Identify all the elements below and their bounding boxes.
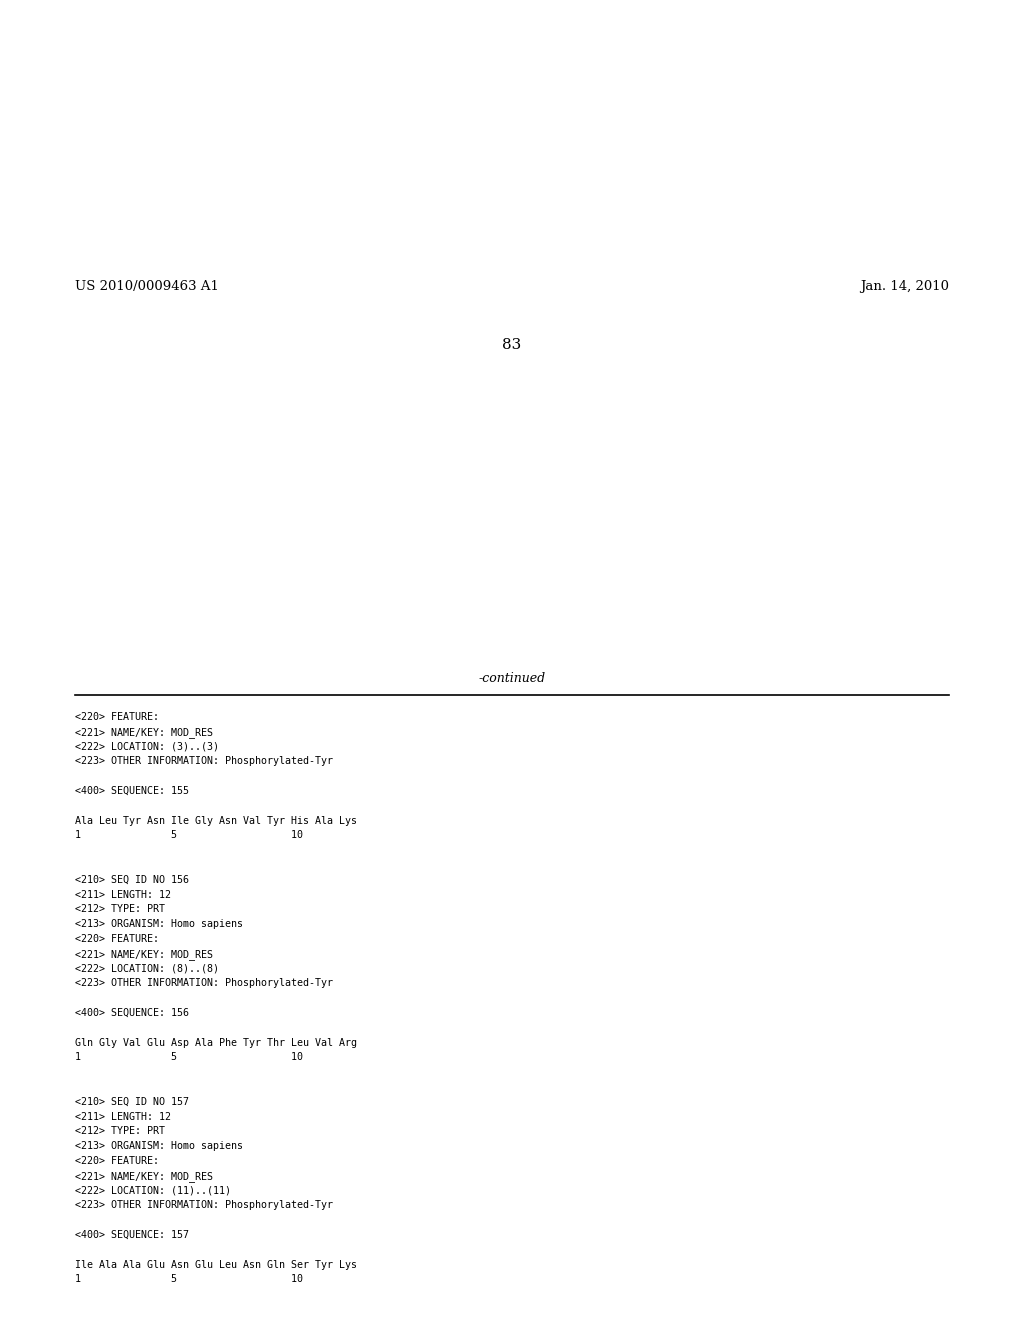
Text: -continued: -continued bbox=[478, 672, 546, 685]
Text: <212> TYPE: PRT: <212> TYPE: PRT bbox=[75, 1126, 165, 1137]
Text: US 2010/0009463 A1: US 2010/0009463 A1 bbox=[75, 280, 219, 293]
Text: Gln Gly Val Glu Asp Ala Phe Tyr Thr Leu Val Arg: Gln Gly Val Glu Asp Ala Phe Tyr Thr Leu … bbox=[75, 1038, 357, 1048]
Text: <223> OTHER INFORMATION: Phosphorylated-Tyr: <223> OTHER INFORMATION: Phosphorylated-… bbox=[75, 1200, 333, 1210]
Text: <210> SEQ ID NO 157: <210> SEQ ID NO 157 bbox=[75, 1097, 189, 1106]
Text: <213> ORGANISM: Homo sapiens: <213> ORGANISM: Homo sapiens bbox=[75, 919, 243, 929]
Text: <222> LOCATION: (3)..(3): <222> LOCATION: (3)..(3) bbox=[75, 742, 219, 751]
Text: 1               5                   10: 1 5 10 bbox=[75, 1274, 303, 1284]
Text: <222> LOCATION: (11)..(11): <222> LOCATION: (11)..(11) bbox=[75, 1185, 231, 1196]
Text: <211> LENGTH: 12: <211> LENGTH: 12 bbox=[75, 1111, 171, 1122]
Text: 1               5                   10: 1 5 10 bbox=[75, 830, 303, 841]
Text: <210> SEQ ID NO 156: <210> SEQ ID NO 156 bbox=[75, 875, 189, 884]
Text: <221> NAME/KEY: MOD_RES: <221> NAME/KEY: MOD_RES bbox=[75, 1171, 213, 1181]
Text: Jan. 14, 2010: Jan. 14, 2010 bbox=[860, 280, 949, 293]
Text: <400> SEQUENCE: 155: <400> SEQUENCE: 155 bbox=[75, 785, 189, 796]
Text: <212> TYPE: PRT: <212> TYPE: PRT bbox=[75, 904, 165, 915]
Text: <223> OTHER INFORMATION: Phosphorylated-Tyr: <223> OTHER INFORMATION: Phosphorylated-… bbox=[75, 978, 333, 989]
Text: <400> SEQUENCE: 156: <400> SEQUENCE: 156 bbox=[75, 1008, 189, 1018]
Text: 1               5                   10: 1 5 10 bbox=[75, 1052, 303, 1063]
Text: <400> SEQUENCE: 157: <400> SEQUENCE: 157 bbox=[75, 1230, 189, 1239]
Text: <220> FEATURE:: <220> FEATURE: bbox=[75, 935, 159, 944]
Text: <221> NAME/KEY: MOD_RES: <221> NAME/KEY: MOD_RES bbox=[75, 727, 213, 738]
Text: <223> OTHER INFORMATION: Phosphorylated-Tyr: <223> OTHER INFORMATION: Phosphorylated-… bbox=[75, 756, 333, 767]
Text: <211> LENGTH: 12: <211> LENGTH: 12 bbox=[75, 890, 171, 900]
Text: Ile Ala Ala Glu Asn Glu Leu Asn Gln Ser Tyr Lys: Ile Ala Ala Glu Asn Glu Leu Asn Gln Ser … bbox=[75, 1259, 357, 1270]
Text: <213> ORGANISM: Homo sapiens: <213> ORGANISM: Homo sapiens bbox=[75, 1142, 243, 1151]
Text: Ala Leu Tyr Asn Ile Gly Asn Val Tyr His Ala Lys: Ala Leu Tyr Asn Ile Gly Asn Val Tyr His … bbox=[75, 816, 357, 825]
Text: <220> FEATURE:: <220> FEATURE: bbox=[75, 1156, 159, 1166]
Text: 83: 83 bbox=[503, 338, 521, 352]
Text: <222> LOCATION: (8)..(8): <222> LOCATION: (8)..(8) bbox=[75, 964, 219, 974]
Text: <221> NAME/KEY: MOD_RES: <221> NAME/KEY: MOD_RES bbox=[75, 949, 213, 960]
Text: <220> FEATURE:: <220> FEATURE: bbox=[75, 711, 159, 722]
